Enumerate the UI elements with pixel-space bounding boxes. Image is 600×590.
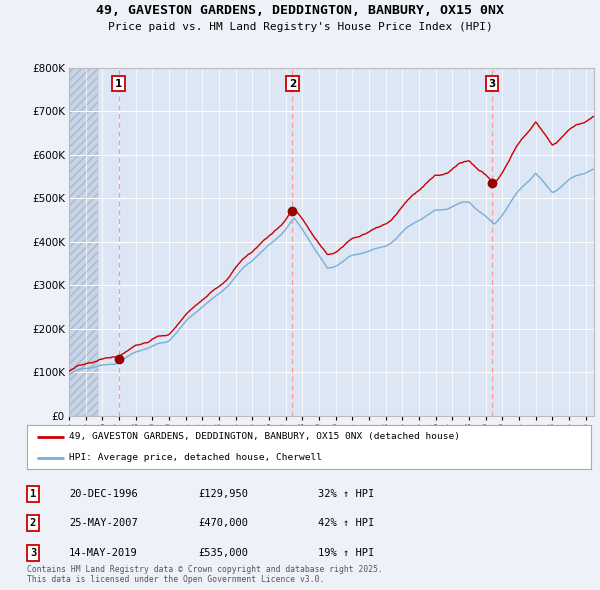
- Text: 1: 1: [115, 78, 122, 88]
- Text: 49, GAVESTON GARDENS, DEDDINGTON, BANBURY, OX15 0NX: 49, GAVESTON GARDENS, DEDDINGTON, BANBUR…: [96, 4, 504, 17]
- Text: £535,000: £535,000: [198, 548, 248, 558]
- Text: HPI: Average price, detached house, Cherwell: HPI: Average price, detached house, Cher…: [70, 454, 322, 463]
- Text: 42% ↑ HPI: 42% ↑ HPI: [318, 519, 374, 528]
- Text: 32% ↑ HPI: 32% ↑ HPI: [318, 489, 374, 499]
- Text: 19% ↑ HPI: 19% ↑ HPI: [318, 548, 374, 558]
- Bar: [69, 68, 98, 416]
- Text: Contains HM Land Registry data © Crown copyright and database right 2025.
This d: Contains HM Land Registry data © Crown c…: [27, 565, 383, 584]
- Text: 2: 2: [30, 519, 36, 528]
- Text: 14-MAY-2019: 14-MAY-2019: [69, 548, 138, 558]
- Text: Price paid vs. HM Land Registry's House Price Index (HPI): Price paid vs. HM Land Registry's House …: [107, 22, 493, 32]
- Text: 2: 2: [289, 78, 296, 88]
- Text: £129,950: £129,950: [198, 489, 248, 499]
- Text: 3: 3: [488, 78, 496, 88]
- Text: £470,000: £470,000: [198, 519, 248, 528]
- Text: 25-MAY-2007: 25-MAY-2007: [69, 519, 138, 528]
- Text: 1: 1: [30, 489, 36, 499]
- Text: 3: 3: [30, 548, 36, 558]
- Text: 49, GAVESTON GARDENS, DEDDINGTON, BANBURY, OX15 0NX (detached house): 49, GAVESTON GARDENS, DEDDINGTON, BANBUR…: [70, 432, 460, 441]
- Text: 20-DEC-1996: 20-DEC-1996: [69, 489, 138, 499]
